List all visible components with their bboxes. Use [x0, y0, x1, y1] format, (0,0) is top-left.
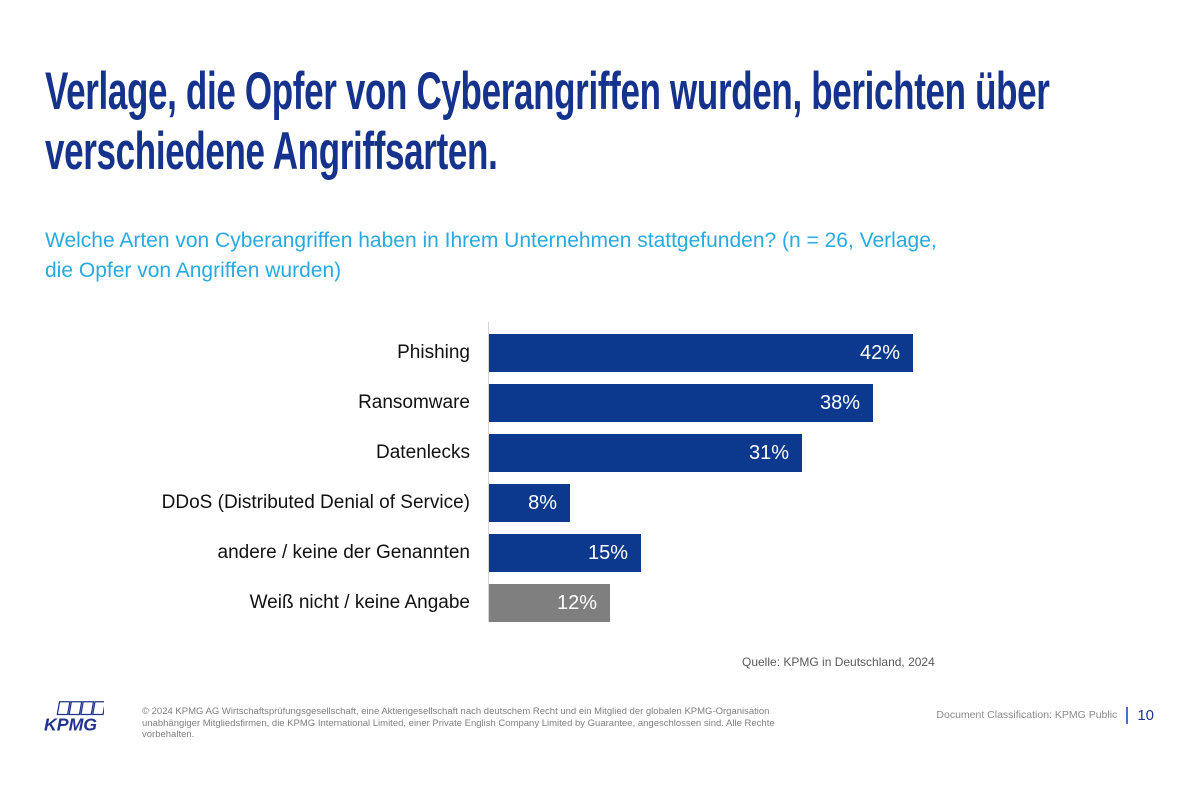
slide-title-line-1: Verlage, die Opfer von Cyberangriffen wu… [45, 62, 1050, 121]
value-label: 8% [528, 491, 557, 514]
copyright-line-2: unabhängiger Mitgliedsfirmen, die KPMG I… [142, 717, 775, 741]
survey-question: Welche Arten von Cyberangriffen haben in… [45, 226, 1155, 286]
category-label: DDoS (Distributed Denial of Service) [161, 492, 470, 513]
page-number: 10 [1137, 706, 1154, 724]
bar: 38% [489, 384, 873, 422]
chart-axis-line [488, 322, 489, 622]
bar-track: 38% [489, 384, 1160, 422]
bar: 42% [489, 334, 913, 372]
chart-source: Quelle: KPMG in Deutschland, 2024 [742, 655, 935, 669]
chart-row: Datenlecks 31% [45, 428, 1160, 478]
bar-track: 12% [489, 584, 1160, 622]
kpmg-logo-icon: KPMG [44, 701, 107, 734]
category-label: andere / keine der Genannten [217, 542, 470, 563]
survey-question-line-1: Welche Arten von Cyberangriffen haben in… [45, 229, 937, 252]
slide-title: Verlage, die Opfer von Cyberangriffen wu… [45, 62, 1154, 182]
chart-row: Weiß nicht / keine Angabe 12% [45, 578, 1160, 628]
document-classification: Document Classification: KPMG Public [936, 709, 1118, 721]
bar: 15% [489, 534, 641, 572]
bar: 12% [489, 584, 610, 622]
survey-question-line-2: die Opfer von Angriffen wurden) [45, 259, 342, 282]
chart-row: Phishing 42% [45, 328, 1160, 378]
value-label: 31% [748, 441, 789, 464]
chart-row: Ransomware 38% [45, 378, 1160, 428]
value-label: 12% [556, 591, 597, 614]
bar-track: 8% [489, 484, 1160, 522]
bar-chart: Phishing 42% Ransomware 38% Datenlecks 31% DDo… [45, 328, 1160, 628]
value-label: 38% [819, 391, 860, 414]
chart-row: andere / keine der Genannten 15% [45, 528, 1160, 578]
category-label: Ransomware [358, 392, 470, 413]
bar: 8% [489, 484, 570, 522]
bar-track: 31% [489, 434, 1160, 472]
copyright-text: © 2024 KPMG AG Wirtschaftsprüfungsgesell… [142, 706, 782, 741]
kpmg-logo-text: KPMG [44, 714, 97, 734]
slide-title-line-2: verschiedene Angriffsarten. [45, 122, 498, 181]
chart-row: DDoS (Distributed Denial of Service) 8% [45, 478, 1160, 528]
bar-track: 42% [489, 334, 1160, 372]
bar-track: 15% [489, 534, 1160, 572]
category-label: Datenlecks [376, 442, 470, 463]
page-number-divider [1126, 706, 1129, 724]
copyright-line-1: © 2024 KPMG AG Wirtschaftsprüfungsgesell… [142, 706, 770, 717]
kpmg-logo: KPMG [44, 700, 107, 739]
bar: 31% [489, 434, 802, 472]
value-label: 42% [859, 341, 900, 364]
category-label: Phishing [397, 342, 470, 363]
value-label: 15% [587, 541, 628, 564]
category-label: Weiß nicht / keine Angabe [249, 592, 470, 613]
footer-right: Document Classification: KPMG Public 10 [936, 702, 1154, 728]
